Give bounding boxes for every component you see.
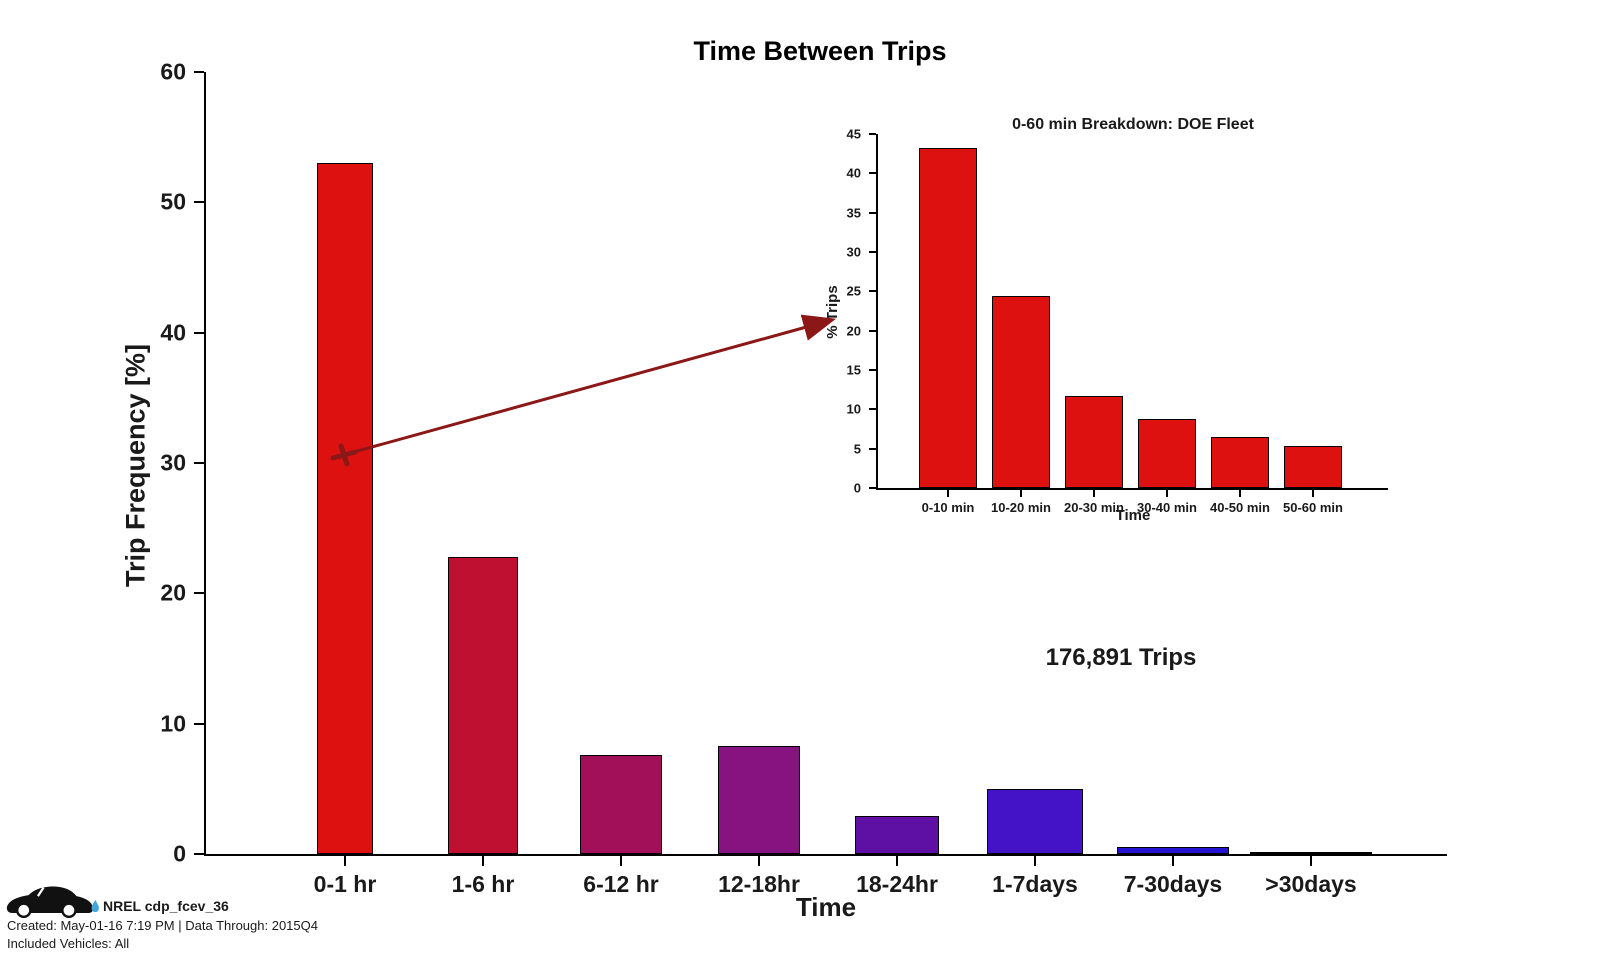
- y-tick-mark: [869, 172, 876, 175]
- bar-6-12-hr: [580, 754, 662, 854]
- y-tick-mark: [194, 201, 204, 204]
- main-chart-title: Time Between Trips: [693, 36, 947, 66]
- y-tick-label: 40: [846, 165, 861, 181]
- bar-7-30days: [1117, 847, 1229, 854]
- x-tick-mark: [620, 856, 622, 866]
- x-tick-label: 6-12 hr: [583, 871, 659, 897]
- x-tick-label: 10-20 min: [991, 500, 1051, 515]
- inset-chart-title: 0-60 min Breakdown: DOE Fleet: [1012, 116, 1254, 133]
- x-tick-label: 1-7days: [992, 871, 1078, 897]
- y-tick-label: 30: [846, 244, 861, 260]
- y-tick-label: 0: [853, 480, 861, 496]
- y-tick-mark: [194, 331, 204, 334]
- footer-created-line: Created: May-01-16 7:19 PM | Data Throug…: [7, 918, 318, 933]
- y-tick-label: 30: [160, 449, 186, 476]
- bar-1-7days: [987, 788, 1083, 854]
- nrel-car-icon: [6, 886, 99, 918]
- bar-1-6-hr: [448, 556, 518, 854]
- y-tick-mark: [869, 290, 876, 293]
- y-tick-label: 20: [160, 579, 186, 606]
- y-tick-mark: [869, 251, 876, 253]
- main-x-axis-label: Time: [795, 892, 857, 922]
- y-tick-label: 15: [846, 362, 861, 378]
- y-tick-label: 35: [846, 205, 861, 221]
- bar-0-1-hr: [317, 163, 373, 854]
- x-tick-label: 0-10 min: [921, 500, 975, 515]
- y-tick-label: 5: [853, 441, 861, 457]
- x-tick-mark: [1034, 856, 1036, 866]
- y-tick-mark: [194, 462, 204, 464]
- x-tick-label: 7-30days: [1123, 871, 1223, 897]
- x-tick-mark: [344, 856, 346, 866]
- x-tick-mark: [1093, 490, 1095, 497]
- y-tick-label: 40: [160, 319, 186, 346]
- bar-40-50-min: [1211, 436, 1269, 488]
- bar-50-60-min: [1284, 445, 1342, 488]
- y-tick-mark: [194, 722, 204, 725]
- y-tick-mark: [869, 329, 876, 332]
- x-tick-mark: [1310, 856, 1312, 866]
- trip-count-annotation: 176,891 Trips: [1045, 644, 1197, 671]
- y-tick-mark: [869, 447, 876, 450]
- y-tick-label: 60: [160, 58, 186, 85]
- y-tick-mark: [194, 71, 204, 73]
- x-tick-mark: [1166, 490, 1168, 497]
- y-tick-mark: [869, 133, 876, 135]
- bar-18-24hr: [855, 816, 939, 854]
- y-tick-mark: [194, 592, 204, 595]
- x-tick-mark: [1239, 490, 1241, 497]
- x-tick-mark: [947, 490, 949, 497]
- x-tick-label: 50-60 min: [1283, 500, 1343, 515]
- x-tick-label: 12-18hr: [718, 871, 800, 897]
- bar-20-30-min: [1065, 395, 1123, 488]
- bar--30days: [1250, 852, 1372, 854]
- x-tick-mark: [1312, 490, 1314, 497]
- y-axis-line: [204, 72, 206, 856]
- y-tick-mark: [869, 369, 876, 371]
- x-axis-line: [204, 854, 1447, 856]
- y-tick-label: 50: [160, 188, 186, 215]
- y-tick-label: 10: [846, 401, 861, 417]
- x-tick-mark: [482, 856, 484, 866]
- footer-included-line: Included Vehicles: All: [7, 936, 130, 951]
- footer-logo-label: NREL cdp_fcev_36: [103, 898, 229, 914]
- y-tick-mark: [869, 487, 876, 489]
- bar-0-10-min: [919, 148, 977, 488]
- x-tick-label: 40-50 min: [1210, 500, 1270, 515]
- bar-10-20-min: [992, 296, 1050, 488]
- y-tick-mark: [869, 408, 876, 411]
- x-tick-mark: [896, 856, 898, 866]
- x-tick-mark: [1172, 856, 1174, 866]
- x-tick-label: 0-1 hr: [313, 871, 377, 897]
- y-tick-label: 10: [160, 710, 186, 737]
- y-tick-mark: [194, 853, 204, 855]
- x-tick-label: 18-24hr: [856, 871, 938, 897]
- x-tick-label: 1-6 hr: [451, 871, 515, 897]
- x-axis-line: [876, 488, 1388, 490]
- y-tick-label: 45: [846, 126, 861, 142]
- y-tick-label: 25: [846, 283, 861, 299]
- x-tick-mark: [758, 856, 760, 866]
- y-tick-label: 0: [173, 840, 186, 867]
- y-tick-label: 20: [846, 323, 861, 339]
- y-axis-line: [876, 134, 878, 490]
- x-tick-label: 30-40 min: [1137, 500, 1197, 515]
- bar-12-18hr: [718, 745, 800, 854]
- x-tick-label: >30days: [1265, 871, 1357, 897]
- x-tick-mark: [1020, 490, 1022, 497]
- x-tick-label: 20-30 min: [1064, 500, 1124, 515]
- bar-30-40-min: [1138, 418, 1196, 488]
- water-droplet-icon: [91, 899, 99, 913]
- y-tick-mark: [869, 211, 876, 214]
- inset-x-axis-label: Time: [1115, 507, 1151, 524]
